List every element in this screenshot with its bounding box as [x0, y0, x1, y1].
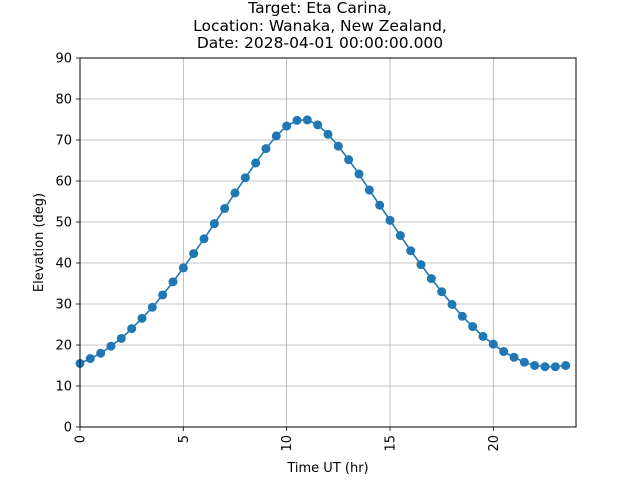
series-line	[79, 119, 566, 368]
data-point	[561, 361, 571, 370]
x-tick-label: 10	[280, 435, 295, 452]
data-point	[271, 131, 281, 141]
y-tick-label: 60	[55, 175, 72, 190]
data-point	[251, 158, 261, 168]
data-point	[540, 362, 550, 372]
data-point	[127, 324, 137, 334]
y-tick-label: 30	[55, 298, 72, 313]
data-point	[509, 352, 519, 362]
data-point	[488, 339, 498, 349]
chart-title-line-2: Location: Wanaka, New Zealand,	[193, 16, 447, 35]
data-point	[550, 362, 560, 372]
data-point	[457, 311, 467, 321]
data-point	[478, 331, 488, 341]
data-point	[375, 200, 385, 210]
chart-title: Target: Eta Carina, Location: Wanaka, Ne…	[0, 0, 640, 53]
data-point	[354, 169, 364, 179]
x-tick-label: 15	[384, 435, 399, 452]
grid	[79, 57, 576, 428]
data-point	[147, 302, 157, 312]
data-point	[302, 115, 312, 125]
series-layer	[75, 115, 571, 372]
chart-title-line-3: Date: 2028-04-01 00:00:00.000	[196, 34, 444, 52]
axis-ticks: 0 5 10 15 20 0 10 20 30 40 50 60 70 80 90	[55, 52, 501, 452]
y-tick-label: 90	[55, 52, 72, 67]
data-point	[199, 234, 209, 244]
data-point	[344, 155, 354, 165]
data-point	[437, 287, 447, 297]
y-tick-label: 70	[55, 134, 72, 149]
data-point	[240, 173, 250, 183]
chart-title-line-1: Target: Eta Carina,	[248, 0, 392, 17]
data-point	[416, 260, 426, 270]
data-point	[323, 129, 333, 139]
data-point	[406, 246, 416, 256]
data-point	[447, 299, 457, 309]
data-point	[230, 188, 240, 198]
data-point	[468, 322, 478, 332]
data-point	[189, 249, 199, 259]
data-point	[220, 203, 230, 213]
plot-frame	[79, 57, 577, 428]
data-point	[116, 333, 126, 343]
x-tick-label: 5	[177, 435, 192, 443]
data-point	[426, 274, 436, 284]
y-tick-label: 20	[55, 339, 72, 354]
x-axis-label: Time UT (hr)	[286, 461, 368, 476]
y-tick-label: 80	[55, 93, 72, 108]
data-point	[385, 215, 395, 225]
data-point	[292, 115, 302, 125]
y-tick-label: 50	[55, 216, 72, 231]
data-point	[261, 144, 271, 154]
x-tick-label: 20	[487, 435, 502, 452]
data-point	[395, 231, 405, 241]
data-point	[530, 361, 540, 370]
data-point	[96, 348, 106, 358]
data-point	[85, 354, 95, 364]
data-point	[313, 120, 323, 130]
data-point	[364, 185, 374, 195]
data-point	[168, 277, 178, 287]
data-point	[499, 347, 509, 357]
y-axis-label: Elevation (deg)	[32, 193, 47, 292]
data-point	[106, 341, 116, 351]
data-point	[158, 290, 168, 300]
data-point	[137, 313, 147, 323]
data-point	[333, 141, 343, 151]
x-tick-label: 0	[74, 435, 89, 443]
data-point	[209, 219, 219, 229]
data-point	[178, 263, 188, 273]
data-point	[519, 357, 529, 367]
y-tick-label: 0	[64, 421, 72, 436]
y-tick-label: 40	[55, 257, 72, 272]
data-point	[282, 121, 292, 131]
y-tick-label: 10	[55, 380, 72, 395]
